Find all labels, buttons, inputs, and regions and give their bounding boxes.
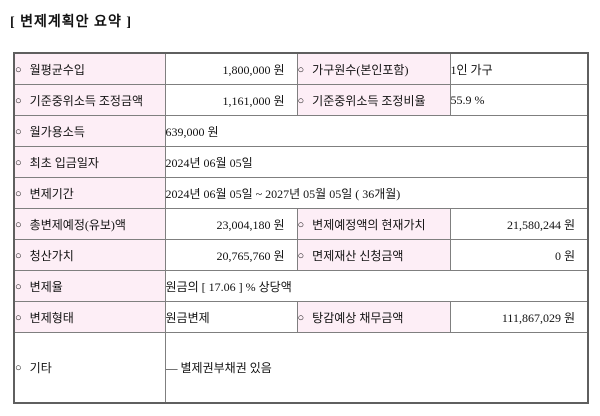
circle-bullet-icon: ○ [15,280,22,293]
circle-bullet-icon: ○ [297,249,305,262]
circle-bullet-icon: ○ [297,94,305,107]
circle-bullet-icon: ○ [15,362,22,374]
table-row: ○ 최초 입금일자 2024년 06월 05일 [13,146,589,178]
row-value: 원금변제 [164,301,298,333]
row-label: ○ 탕감예상 채무금액 [296,301,451,333]
row-label: ○ 변제율 [13,270,166,302]
row-value: 0 원 [449,239,589,271]
label-text: 가구원수(본인포함) [312,62,409,77]
label-text: 총변제예정(유보)액 [29,217,126,232]
row-label: ○ 변제기간 [13,177,166,209]
row-value: 21,580,244 원 [449,208,589,240]
label-text: 변제형태 [29,310,74,325]
row-label: ○ 면제재산 신청금액 [296,239,451,271]
circle-bullet-icon: ○ [297,311,305,324]
row-label: ○ 월가용소득 [13,115,166,147]
row-label: ○ 변제형태 [13,301,166,333]
page-title: [ 변제계획안 요약 ] [10,15,132,30]
row-value: 1,800,000 원 [164,52,298,85]
row-label: ○ 가구원수(본인포함) [296,52,451,85]
row-value: 원금의 [ 17.06 ] % 상당액 [164,270,589,302]
row-value: 1인 가구 [449,52,589,85]
row-value: 20,765,760 원 [164,239,298,271]
label-text: 청산가치 [29,248,74,263]
table-row: ○ 기준중위소득 조정금액 1,161,000 원 ○ 기준중위소득 조정비율 55… [13,84,589,116]
circle-bullet-icon: ○ [15,94,22,107]
row-label: ○ 변제예정액의 현재가치 [296,208,451,240]
table-row: ○ 월평균수입 1,800,000 원 ○ 가구원수(본인포함) 1인 가구 [13,52,589,85]
row-value: 1,161,000 원 [164,84,298,116]
row-label: ○ 최초 입금일자 [13,146,166,178]
row-value: 639,000 원 [164,115,589,147]
circle-bullet-icon: ○ [15,63,22,76]
label-text: 월가용소득 [29,124,85,139]
row-label: ○ 기타 [13,332,166,404]
circle-bullet-icon: ○ [15,249,22,262]
row-label: ○ 기준중위소득 조정비율 [296,84,451,116]
table-row: ○ 변제형태 원금변제 ○ 탕감예상 채무금액 111,867,029 원 [13,301,589,333]
table-row: ○ 총변제예정(유보)액 23,004,180 원 ○ 변제예정액의 현재가치 21… [13,208,589,240]
circle-bullet-icon: ○ [297,63,305,76]
row-label: ○ 월평균수입 [13,52,166,85]
label-text: 탕감예상 채무금액 [312,310,404,325]
label-text: 기준중위소득 조정비율 [312,93,426,108]
repayment-summary-table: ○ 월평균수입 1,800,000 원 ○ 가구원수(본인포함) 1인 가구 ○ 기준… [13,52,589,404]
row-value: 23,004,180 원 [164,208,298,240]
label-text: 변제예정액의 현재가치 [312,217,426,232]
circle-bullet-icon: ○ [15,218,22,231]
label-text: 기준중위소득 조정금액 [29,93,144,108]
label-text: 월평균수입 [29,62,85,77]
label-text: 기타 [29,361,52,375]
row-value: 2024년 06월 05일 [164,146,589,178]
circle-bullet-icon: ○ [15,125,22,138]
label-text: 변제기간 [29,186,74,201]
table-row: ○ 기타 — 별제권부채권 있음 [13,332,589,404]
row-value: 2024년 06월 05일 ~ 2027년 05월 05일 ( 36개월) [164,177,589,209]
table-row: ○ 변제율 원금의 [ 17.06 ] % 상당액 [13,270,589,302]
label-text: 최초 입금일자 [29,155,99,170]
circle-bullet-icon: ○ [15,156,22,169]
circle-bullet-icon: ○ [297,218,305,231]
row-label: ○ 총변제예정(유보)액 [13,208,166,240]
circle-bullet-icon: ○ [15,311,22,324]
circle-bullet-icon: ○ [15,187,22,200]
table-row: ○ 청산가치 20,765,760 원 ○ 면제재산 신청금액 0 원 [13,239,589,271]
row-value: — 별제권부채권 있음 [164,332,589,404]
row-value: 111,867,029 원 [449,301,589,333]
row-label: ○ 기준중위소득 조정금액 [13,84,166,116]
row-label: ○ 청산가치 [13,239,166,271]
table-row: ○ 월가용소득 639,000 원 [13,115,589,147]
table-row: ○ 변제기간 2024년 06월 05일 ~ 2027년 05월 05일 ( 36… [13,177,589,209]
label-text: 변제율 [29,279,63,294]
label-text: 면제재산 신청금액 [312,248,404,263]
row-value: 55.9 % [449,84,589,116]
